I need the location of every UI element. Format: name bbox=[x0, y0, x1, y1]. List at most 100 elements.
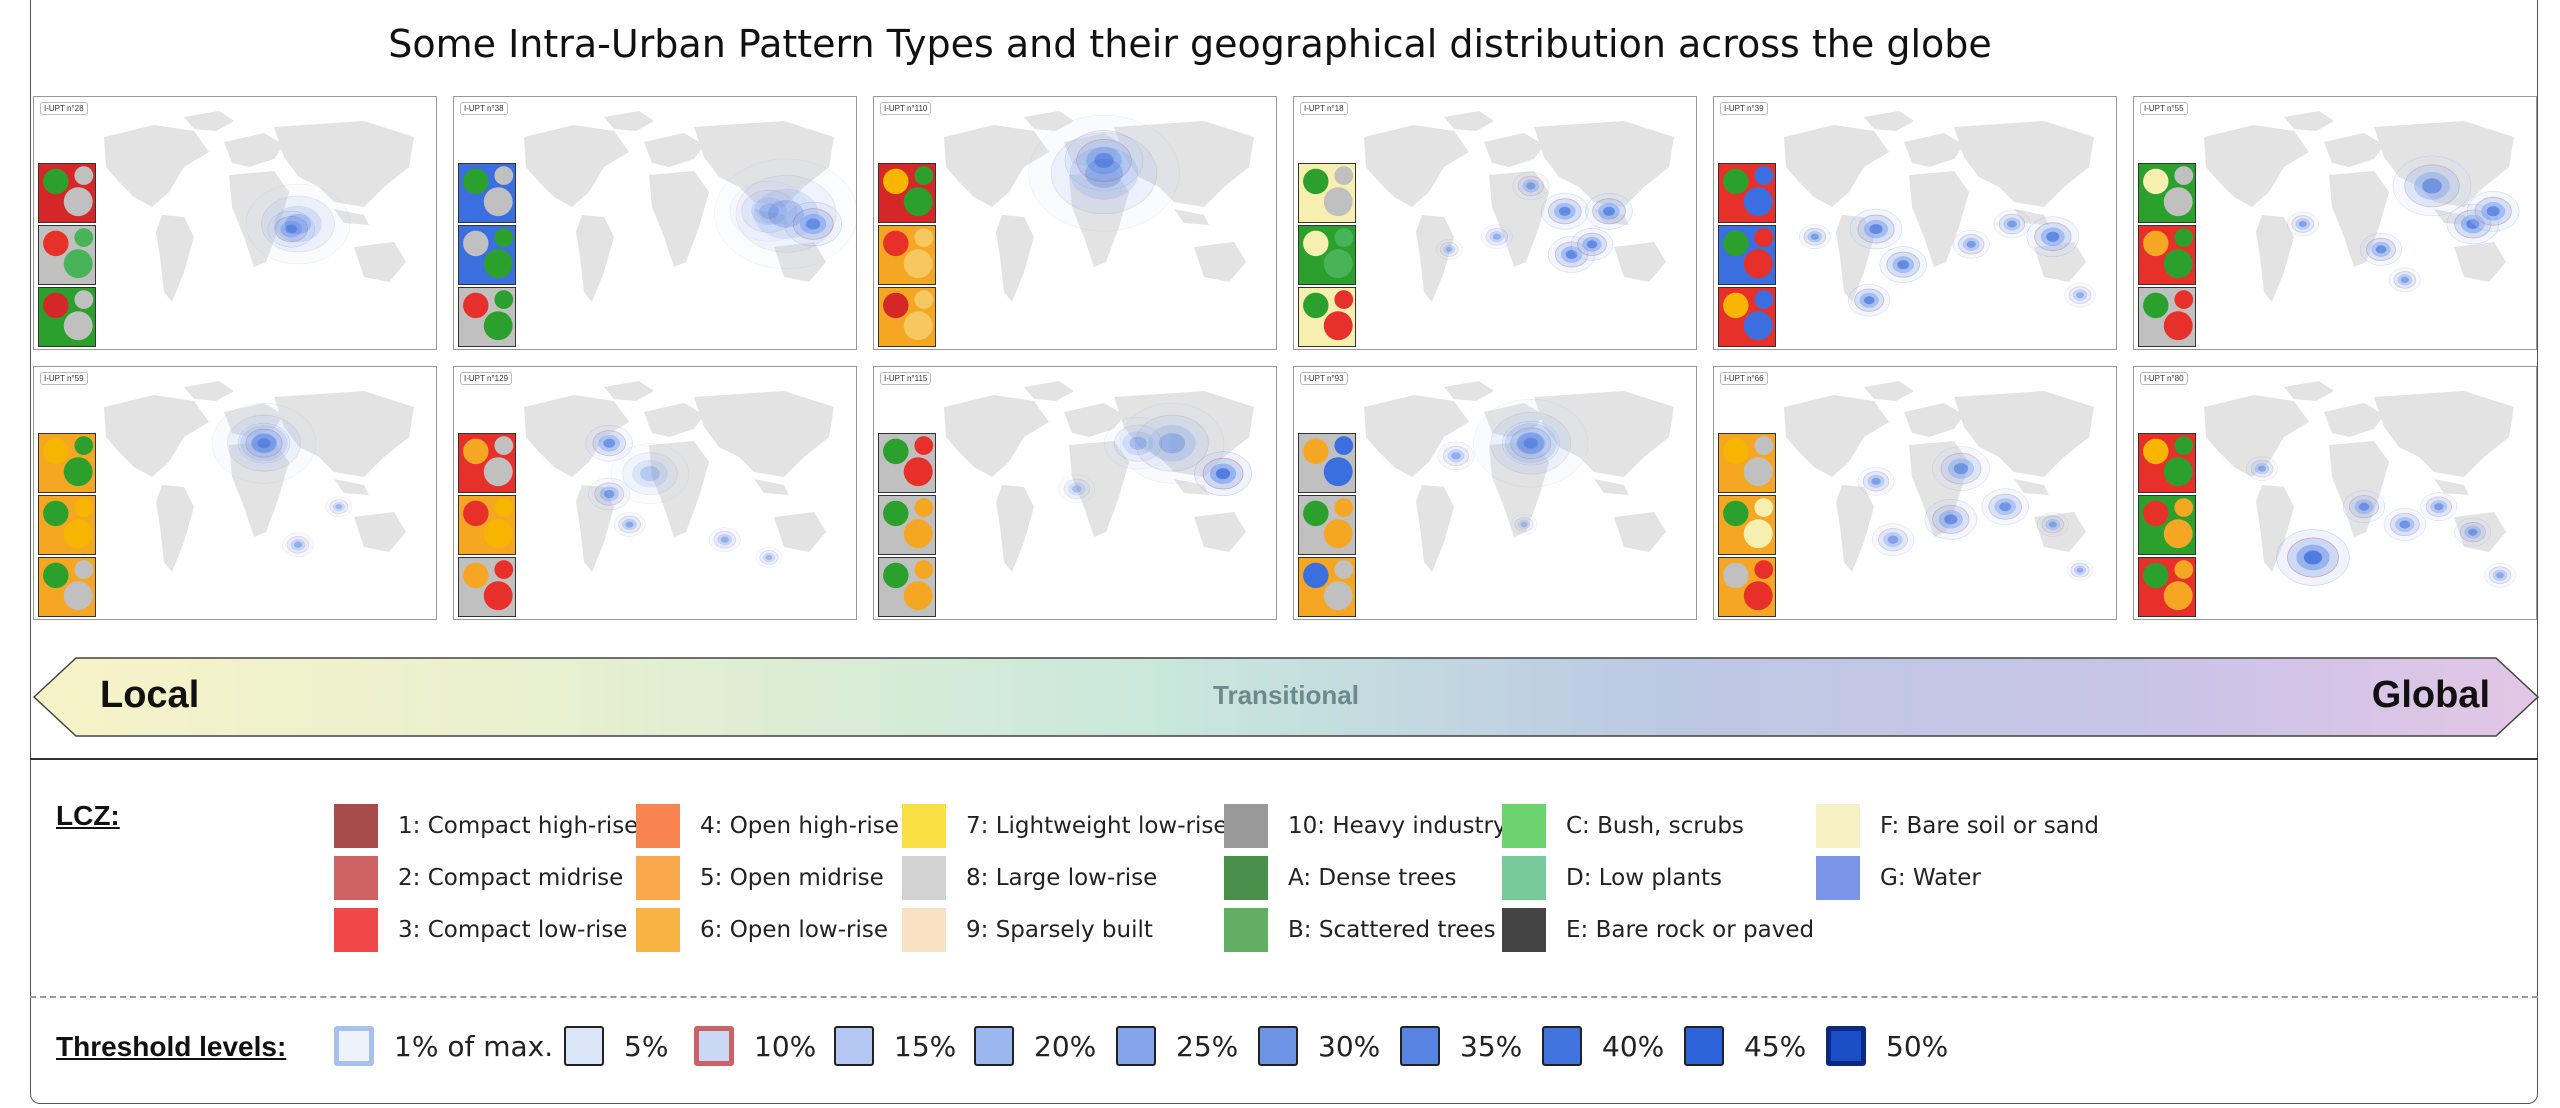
density-contour bbox=[261, 195, 335, 253]
density-contour bbox=[211, 402, 317, 484]
lcz-label: A: Dense trees bbox=[1288, 865, 1457, 891]
density-contour bbox=[1435, 239, 1463, 260]
density-contour bbox=[1993, 209, 2031, 239]
density-contour bbox=[2048, 521, 2057, 528]
continent-shape bbox=[1064, 403, 1124, 437]
density-contour bbox=[1981, 488, 2029, 525]
lcz-label: D: Low plants bbox=[1566, 865, 1723, 891]
continent-shape bbox=[2434, 209, 2469, 225]
continent-shape bbox=[1614, 242, 1666, 282]
continent-shape bbox=[1364, 395, 1469, 477]
lcz-label: 1: Compact high-rise bbox=[398, 813, 639, 839]
lcz-inset-tile bbox=[2138, 495, 2196, 555]
threshold-swatch bbox=[974, 1026, 1014, 1066]
density-contour bbox=[1437, 441, 1475, 471]
density-contour bbox=[1442, 445, 1470, 467]
map-panel: I-UPT n°66 bbox=[1713, 366, 2117, 620]
threshold-swatch bbox=[1826, 1026, 1866, 1066]
lcz-swatch bbox=[902, 856, 946, 900]
density-contour bbox=[1526, 182, 1536, 190]
lcz-legend-item: G: Water bbox=[1816, 856, 1981, 900]
lcz-inset-strip bbox=[1298, 163, 1358, 349]
density-contour bbox=[1958, 234, 1985, 255]
continent-shape bbox=[524, 395, 629, 477]
threshold-legend-item: 30% bbox=[1258, 1026, 1380, 1066]
density-contour bbox=[1473, 398, 1589, 488]
density-contour bbox=[2492, 569, 2508, 581]
lcz-legend-item: 10: Heavy industry bbox=[1224, 804, 1507, 848]
lcz-legend-item: A: Dense trees bbox=[1224, 856, 1457, 900]
density-contour bbox=[2466, 218, 2480, 230]
continent-shape bbox=[2204, 395, 2309, 477]
lcz-inset-tile bbox=[1298, 495, 1356, 555]
density-contour bbox=[1158, 432, 1186, 454]
continent-shape bbox=[156, 215, 194, 302]
continent-shape bbox=[354, 242, 406, 282]
density-contour bbox=[613, 512, 646, 537]
lcz-label: 9: Sparsely built bbox=[966, 917, 1153, 943]
density-contour bbox=[2468, 528, 2478, 536]
panel-label: I-UPT n°115 bbox=[880, 372, 932, 385]
threshold-label: 15% bbox=[894, 1029, 957, 1063]
lcz-inset-tile bbox=[38, 557, 96, 617]
density-contour bbox=[290, 539, 306, 551]
density-contour bbox=[2003, 217, 2021, 231]
density-contour bbox=[1119, 402, 1225, 484]
density-contour bbox=[1490, 411, 1572, 475]
density-contour bbox=[2064, 282, 2096, 308]
density-contour bbox=[2488, 566, 2512, 585]
density-contour bbox=[2286, 211, 2319, 237]
threshold-swatch bbox=[1684, 1026, 1724, 1066]
density-contour bbox=[1869, 223, 1883, 235]
lcz-inset-strip bbox=[458, 433, 518, 619]
threshold-legend-item: 50% bbox=[1826, 1026, 1948, 1066]
lcz-inset-tile bbox=[458, 557, 516, 617]
panel-label: I-UPT n°28 bbox=[40, 102, 88, 115]
density-contour bbox=[2298, 220, 2307, 228]
continent-shape bbox=[1484, 403, 1544, 437]
density-contour bbox=[622, 452, 678, 496]
continent-shape bbox=[576, 485, 614, 572]
lcz-label: 4: Open high-rise bbox=[700, 813, 899, 839]
lcz-inset-tile bbox=[1718, 433, 1776, 493]
density-contour bbox=[1028, 114, 1180, 232]
continent-shape bbox=[1904, 133, 1964, 167]
lcz-legend-heading: LCZ: bbox=[56, 800, 120, 831]
density-contour bbox=[2036, 512, 2069, 537]
density-contour bbox=[1504, 423, 1557, 464]
density-contour bbox=[1871, 523, 1915, 556]
continent-shape bbox=[224, 133, 284, 167]
density-contour bbox=[2342, 490, 2386, 523]
lcz-inset-tile bbox=[38, 163, 96, 223]
density-contour bbox=[753, 188, 819, 239]
density-contour bbox=[2254, 462, 2270, 475]
continent-shape bbox=[334, 209, 369, 225]
density-contour bbox=[2392, 155, 2472, 217]
lcz-label: C: Bush, scrubs bbox=[1566, 813, 1744, 839]
continent-shape bbox=[1784, 125, 1889, 207]
world-map bbox=[524, 111, 856, 302]
continent-shape bbox=[1364, 125, 1469, 207]
lcz-swatch bbox=[636, 856, 680, 900]
continent-shape bbox=[2256, 215, 2294, 302]
density-contour bbox=[588, 477, 631, 511]
density-contour bbox=[2422, 178, 2442, 194]
continent-shape bbox=[156, 485, 194, 572]
continent-shape bbox=[1174, 209, 1209, 225]
density-contour bbox=[1807, 231, 1823, 243]
density-contour bbox=[2295, 218, 2311, 230]
density-contour bbox=[2389, 512, 2420, 537]
lcz-inset-tile bbox=[1298, 433, 1356, 493]
lcz-swatch bbox=[1502, 908, 1546, 952]
map-panel: I-UPT n°28 bbox=[33, 96, 437, 350]
density-contour bbox=[2486, 206, 2500, 217]
density-contour bbox=[240, 424, 288, 462]
density-contour bbox=[325, 496, 353, 517]
continent-shape bbox=[2324, 133, 2384, 167]
density-contour bbox=[708, 527, 741, 552]
world-map bbox=[2204, 381, 2516, 588]
continent-shape bbox=[1489, 441, 1549, 537]
lcz-inset-strip bbox=[458, 163, 518, 349]
density-contour bbox=[1068, 482, 1086, 496]
lcz-swatch bbox=[334, 804, 378, 848]
